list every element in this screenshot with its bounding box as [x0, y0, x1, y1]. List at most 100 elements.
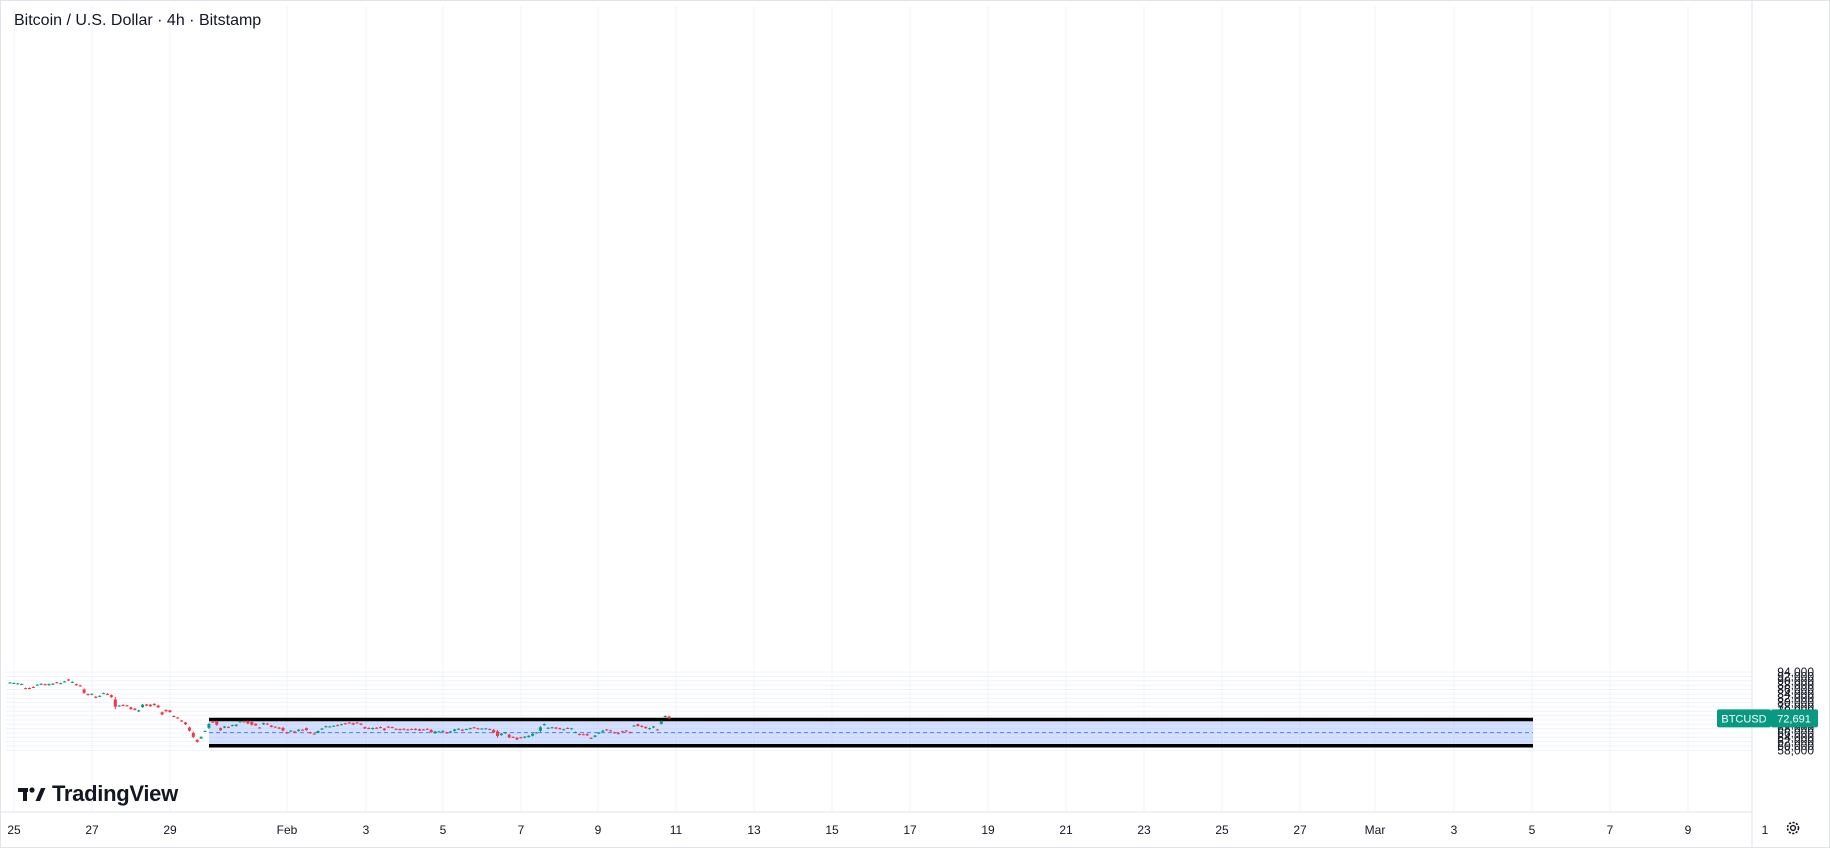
- y-tick-label: 86,000: [1777, 683, 1814, 697]
- candle-body: [527, 735, 531, 738]
- candle-body: [410, 729, 414, 731]
- candle-body: [351, 723, 355, 725]
- candle-body: [43, 684, 47, 686]
- candle-body: [254, 723, 258, 726]
- candle-body: [109, 695, 113, 698]
- candle-body: [51, 683, 55, 685]
- candle-body: [535, 732, 538, 734]
- candle-body: [226, 726, 230, 728]
- candle-body: [172, 716, 176, 718]
- candle-body: [441, 730, 445, 732]
- x-tick-label: 23: [1137, 823, 1151, 837]
- candle-body: [336, 725, 340, 727]
- candle-body: [464, 729, 468, 731]
- candle-body: [117, 705, 121, 707]
- candle-body: [28, 687, 31, 689]
- candle-body: [285, 732, 289, 734]
- candle-body: [98, 695, 102, 697]
- candle-body: [308, 732, 312, 734]
- candle-body: [667, 716, 671, 719]
- candle-body: [273, 726, 277, 728]
- candle-body: [12, 682, 16, 684]
- candle-body: [585, 734, 589, 736]
- y-tick-label: 88,000: [1777, 678, 1814, 692]
- candle-body: [24, 688, 28, 690]
- candle-body: [63, 681, 67, 683]
- candle-body: [546, 727, 550, 729]
- candle-body: [515, 737, 519, 740]
- candle-body: [418, 729, 421, 731]
- candle-body: [468, 728, 472, 730]
- candle-body: [82, 689, 86, 693]
- x-tick-label: 9: [1685, 823, 1692, 837]
- candle-body: [359, 723, 363, 725]
- candle-body: [453, 729, 457, 732]
- tradingview-logo[interactable]: TradingView: [18, 781, 178, 807]
- candle-body: [414, 728, 418, 730]
- candle-body: [211, 721, 215, 723]
- candle-body: [67, 679, 70, 681]
- candle-body: [402, 728, 406, 730]
- candle-body: [644, 726, 648, 729]
- candle-body: [476, 728, 480, 730]
- candle-body: [371, 727, 375, 730]
- candle-body: [347, 722, 351, 724]
- candle-body: [425, 728, 429, 730]
- candle-body: [550, 727, 554, 729]
- candle-body: [484, 728, 488, 730]
- candle-body: [316, 731, 320, 733]
- x-tick-label: 3: [363, 823, 370, 837]
- y-tick-label: 94,000: [1777, 665, 1814, 679]
- candle-body: [90, 693, 94, 695]
- y-tick-label: 64,000: [1777, 730, 1814, 744]
- candle-body: [433, 731, 437, 734]
- gear-icon[interactable]: [1781, 816, 1805, 840]
- candle-body: [55, 682, 59, 684]
- candle-body: [258, 727, 262, 729]
- candle-body: [382, 728, 386, 731]
- x-tick-label: 29: [163, 823, 177, 837]
- x-tick-label: 5: [440, 823, 447, 837]
- x-tick-label: 11: [670, 823, 683, 837]
- candle-body: [16, 683, 20, 685]
- candle-body: [655, 729, 659, 731]
- candle-body: [184, 722, 187, 725]
- candle-body: [234, 724, 238, 727]
- y-tick-label: 80,000: [1777, 696, 1814, 710]
- candle-body: [531, 733, 535, 736]
- candle-body: [320, 728, 324, 730]
- candle-body: [620, 731, 624, 733]
- candle-body: [70, 681, 74, 683]
- chart-title: Bitcoin / U.S. Dollar · 4h · Bitstamp: [14, 12, 262, 29]
- candle-body: [355, 722, 359, 724]
- candle-body: [324, 726, 328, 728]
- x-tick-label: 25: [7, 823, 21, 837]
- candle-body: [472, 727, 476, 729]
- last-price-label-bg: [1771, 709, 1818, 728]
- candle-body: [148, 704, 152, 707]
- candle-body: [648, 728, 652, 730]
- candle-body: [47, 684, 51, 686]
- candle-body: [488, 729, 492, 731]
- candle-body: [523, 736, 527, 738]
- candle-body: [363, 727, 367, 729]
- candle-body: [106, 693, 109, 695]
- candle-body: [20, 684, 24, 686]
- candle-body: [203, 731, 207, 733]
- candle-body: [230, 725, 234, 727]
- candle-body: [398, 729, 402, 731]
- candle-body: [460, 729, 464, 731]
- candle-body: [593, 735, 597, 737]
- x-tick-label: 5: [1529, 823, 1536, 837]
- y-tick-label: 90,000: [1777, 674, 1814, 688]
- x-tick-label: 25: [1215, 823, 1229, 837]
- candle-body: [125, 705, 129, 707]
- candle-body: [168, 710, 172, 713]
- candle-body: [289, 730, 293, 732]
- candle-body: [340, 724, 343, 726]
- candle-body: [304, 728, 308, 731]
- candle-body: [195, 739, 199, 742]
- candle-body: [176, 717, 180, 719]
